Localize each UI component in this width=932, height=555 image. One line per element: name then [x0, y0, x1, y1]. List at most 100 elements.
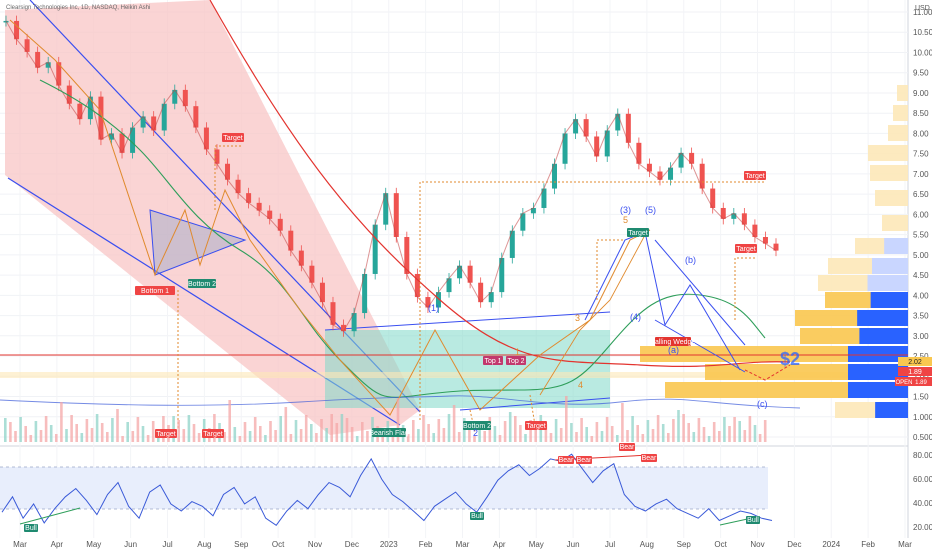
volume-bar [39, 430, 43, 442]
time-tick-label: Jun [567, 540, 580, 549]
price-tick-label: 8.00 [913, 129, 929, 138]
svg-text:Bearish Flag: Bearish Flag [369, 430, 408, 437]
time-tick-label: Feb [419, 540, 433, 549]
price-tick-label: 4.50 [913, 271, 929, 280]
volume-bar [575, 432, 578, 442]
impulse-wave-line [584, 231, 741, 371]
volume-bar [274, 430, 277, 442]
volume-bar [682, 414, 685, 442]
svg-text:Bottom 1: Bottom 1 [141, 288, 169, 295]
price-tick-label: 2.50 [913, 352, 929, 361]
triangle-pattern [149, 209, 247, 276]
volume-bar [661, 424, 665, 442]
volume-bar [310, 424, 313, 442]
volume-bar [417, 429, 420, 442]
time-tick-label: Aug [197, 540, 211, 549]
target-label-5: Target [155, 429, 177, 438]
volume-bar [590, 436, 594, 442]
svg-text:Target: Target [526, 423, 546, 430]
time-tick-label: Oct [714, 540, 727, 549]
time-tick-label: Jul [162, 540, 172, 549]
volume-bar [141, 426, 145, 442]
rsi-band [0, 467, 768, 509]
volume-bar [580, 418, 583, 442]
volume-bar [85, 419, 89, 442]
rsi-axis: 80.00 60.00 40.00 20.00 [913, 451, 932, 532]
volume-ma-line [0, 395, 801, 409]
rsi-tick-label: 40.00 [913, 499, 932, 508]
candle-body [404, 237, 410, 274]
volume-bar [55, 434, 58, 442]
time-tick-label: Dec [787, 540, 801, 549]
candle-body [151, 116, 157, 131]
volume-bar [243, 422, 247, 442]
svg-text:Bear: Bear [559, 457, 574, 464]
price-tick-label: 2.00 [913, 372, 929, 381]
bull-label-3: Bull [746, 516, 760, 524]
volume-bar [80, 433, 84, 442]
svg-text:Bull: Bull [25, 525, 37, 532]
volume-bar [636, 425, 639, 442]
volume-bar [44, 416, 48, 442]
candle-body [615, 113, 621, 131]
bottom2b-label: Bottom 2 [463, 421, 491, 430]
profile-bar-blue [848, 364, 908, 380]
candle-body [288, 230, 294, 251]
price-tick-label: 8.50 [913, 109, 929, 118]
candle-body [530, 207, 536, 214]
volume-bar [565, 396, 568, 442]
bear-label-4: Bear [641, 454, 657, 462]
candle-body [330, 302, 336, 325]
open-tag: OPEN 1.89 [895, 377, 932, 386]
bull-label-2: Bull [470, 512, 484, 520]
volume-bar [723, 417, 726, 442]
target-projection-7 [529, 394, 536, 426]
candle-body [594, 136, 600, 157]
svg-text:Target: Target [156, 431, 176, 438]
volume-bar [264, 435, 267, 442]
volume-bar [600, 431, 604, 442]
volume-bar [345, 418, 349, 442]
svg-text:1.89: 1.89 [915, 380, 927, 386]
profile-bar [897, 85, 908, 101]
volume-bar [325, 428, 328, 442]
volume-bar [646, 420, 650, 442]
volume-bar [585, 427, 588, 442]
profile-bar-blue [859, 328, 908, 344]
candle-body [24, 39, 30, 52]
candle-body [604, 130, 610, 157]
wave-a-label: (a) [668, 345, 679, 355]
volume-bar [616, 435, 619, 442]
target-projection-3 [596, 239, 625, 300]
candle-body [119, 133, 125, 153]
svg-text:Bear: Bear [620, 444, 635, 451]
volume-bar [121, 436, 124, 442]
volume-bar [468, 427, 471, 442]
candle-body [435, 292, 441, 308]
wave-c-label: (c) [757, 399, 768, 409]
volume-bar [503, 421, 507, 442]
target-projection-4 [734, 257, 756, 320]
volume-bar [29, 435, 33, 442]
volume-bar [437, 419, 441, 442]
volume-bar [269, 421, 272, 442]
wave-small-4-label: 4 [578, 380, 583, 390]
volume-bar [412, 420, 415, 442]
target-label-3: Target [627, 228, 649, 237]
rsi-tick-label: 60.00 [913, 475, 932, 484]
candle-body [87, 96, 93, 120]
volume-bar [49, 425, 53, 442]
candle-body [668, 167, 674, 180]
price-tag-current: 2.02 [898, 357, 932, 366]
volume-bar [524, 434, 527, 442]
profile-bar [888, 125, 908, 141]
price-tick-label: 3.00 [913, 332, 929, 341]
candle-body [657, 171, 663, 180]
volume-bar [559, 428, 563, 442]
target-label-1: Target [222, 133, 244, 142]
chart-title: Clearsign Technologies Inc, 1D, NASDAQ, … [6, 5, 150, 11]
candle-body [509, 230, 515, 258]
volume-bar [90, 428, 94, 442]
price-tick-label: 11.00 [913, 8, 932, 17]
volume-bar [60, 402, 63, 442]
